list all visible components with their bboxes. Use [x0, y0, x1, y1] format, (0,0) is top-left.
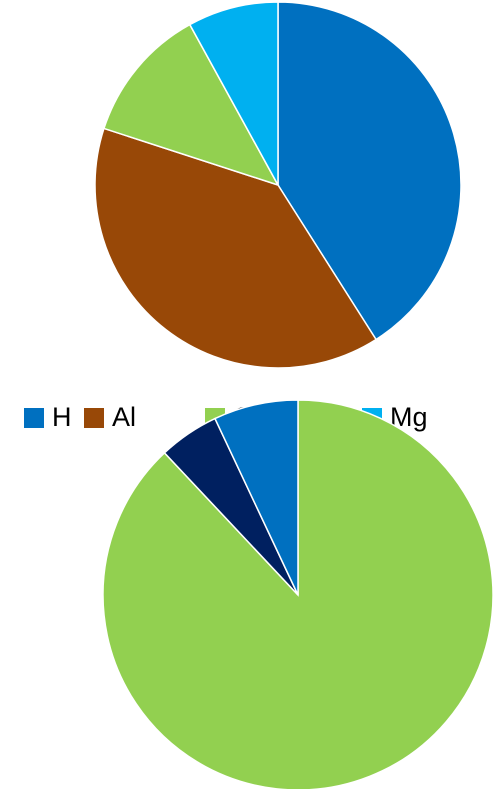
pie-slice [103, 23, 280, 187]
legend-label: Al [112, 402, 136, 432]
pie-slice [94, 127, 378, 369]
pie-slice [102, 399, 494, 789]
pie-slice [213, 399, 299, 596]
pie-slice [188, 1, 279, 186]
legend-label: H [52, 402, 72, 432]
pie-slice [277, 1, 462, 341]
legend-swatch [84, 408, 104, 428]
legend-swatch [24, 408, 44, 428]
